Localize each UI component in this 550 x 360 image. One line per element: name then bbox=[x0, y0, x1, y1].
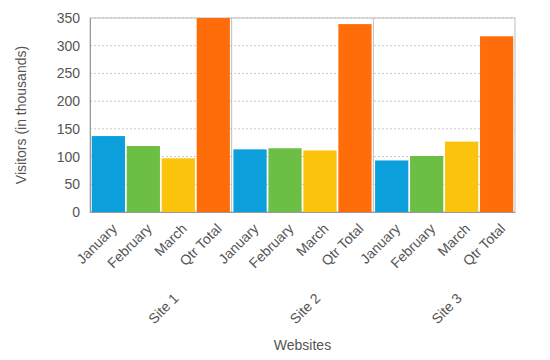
series-label: Qtr Total bbox=[318, 220, 367, 269]
bar bbox=[338, 24, 371, 212]
x-tick-label: Site 2 bbox=[287, 290, 324, 327]
plot: 0 50 100 150 200 250 300 350 Site 1 Site 2 Site 3 J… bbox=[57, 10, 516, 327]
bar bbox=[303, 150, 336, 212]
x-axis-line bbox=[91, 212, 516, 213]
bar bbox=[127, 146, 160, 212]
y-tick: 350 bbox=[57, 10, 90, 26]
x-axis-title: Websites bbox=[274, 337, 331, 353]
y-tick: 150 bbox=[57, 121, 90, 137]
bar bbox=[162, 158, 195, 212]
y-tick: 100 bbox=[57, 149, 90, 165]
series-label: February bbox=[104, 220, 155, 271]
x-tick-label: Site 3 bbox=[428, 290, 465, 327]
grid bbox=[90, 18, 515, 212]
y-tick-label: 100 bbox=[57, 149, 81, 165]
grid-line bbox=[90, 128, 515, 129]
series-label: Qtr Total bbox=[176, 220, 225, 269]
series-label: February bbox=[387, 220, 438, 271]
bar bbox=[375, 160, 408, 212]
y-axis-line bbox=[90, 19, 91, 213]
plot-frame bbox=[90, 18, 515, 212]
x-axis: Site 1 Site 2 Site 3 bbox=[91, 213, 516, 327]
y-axis-title: Visitors (in thousands) bbox=[13, 46, 29, 184]
y-tick: 200 bbox=[57, 93, 90, 109]
y-tick-label: 300 bbox=[57, 38, 81, 54]
x-tick-label: Site 1 bbox=[145, 290, 182, 327]
series-label: Qtr Total bbox=[460, 220, 509, 269]
x-tick: Site 1 bbox=[145, 290, 182, 327]
bar bbox=[268, 148, 301, 212]
bar bbox=[410, 156, 443, 212]
grid-line bbox=[90, 45, 515, 46]
bars bbox=[92, 18, 514, 212]
y-tick-label: 250 bbox=[57, 65, 81, 81]
x-tick: Site 3 bbox=[428, 290, 465, 327]
series-label: February bbox=[246, 220, 297, 271]
y-axis: 0 50 100 150 200 250 300 350 bbox=[57, 10, 91, 220]
y-tick-label: 200 bbox=[57, 93, 81, 109]
grid-line bbox=[90, 101, 515, 102]
group-separator bbox=[373, 18, 374, 212]
y-tick-label: 0 bbox=[72, 204, 80, 220]
y-tick: 0 bbox=[72, 204, 90, 220]
y-tick: 300 bbox=[57, 38, 90, 54]
group-separator bbox=[231, 18, 232, 212]
bar bbox=[233, 149, 266, 212]
y-tick: 250 bbox=[57, 65, 90, 81]
chart: 0 50 100 150 200 250 300 350 Site 1 Site 2 Site 3 J… bbox=[0, 0, 550, 360]
y-tick-label: 150 bbox=[57, 121, 81, 137]
grid-line bbox=[90, 73, 515, 74]
bar bbox=[92, 136, 125, 212]
y-tick-label: 50 bbox=[64, 176, 80, 192]
bar bbox=[445, 142, 478, 212]
bar bbox=[480, 36, 513, 212]
bar bbox=[197, 18, 230, 212]
x-tick: Site 2 bbox=[287, 290, 324, 327]
series-labels: JanuaryFebruaryMarchQtr TotalJanuaryFebr… bbox=[73, 220, 508, 271]
y-tick: 50 bbox=[64, 176, 90, 192]
y-tick-label: 350 bbox=[57, 10, 81, 26]
